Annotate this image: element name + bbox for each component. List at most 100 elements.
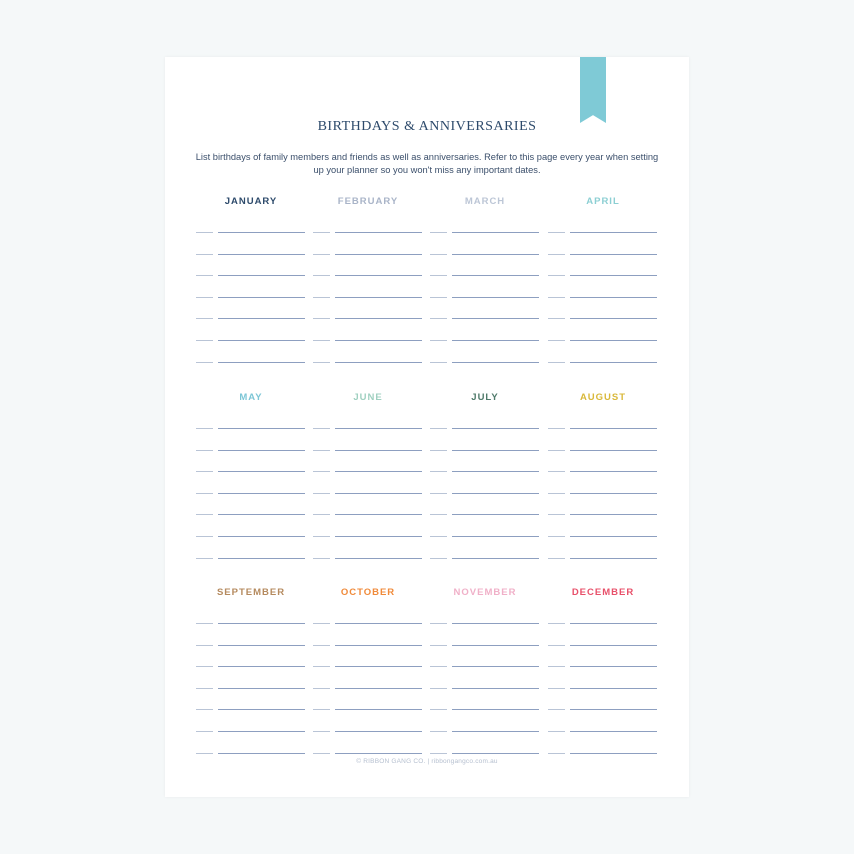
name-entry-line[interactable] <box>570 623 657 624</box>
name-entry-line[interactable] <box>452 709 539 711</box>
name-entry-line[interactable] <box>570 709 657 711</box>
name-entry-line[interactable] <box>218 666 305 668</box>
name-entry-line[interactable] <box>452 514 539 516</box>
name-entry-line[interactable] <box>335 514 422 516</box>
date-entry-line[interactable] <box>196 318 213 320</box>
date-entry-line[interactable] <box>430 449 447 451</box>
name-entry-line[interactable] <box>570 232 657 233</box>
name-entry-line[interactable] <box>218 296 305 298</box>
name-entry-line[interactable] <box>452 449 539 451</box>
date-entry-line[interactable] <box>313 340 330 341</box>
name-entry-line[interactable] <box>570 361 657 363</box>
name-entry-line[interactable] <box>335 296 422 298</box>
date-entry-line[interactable] <box>430 275 447 277</box>
name-entry-line[interactable] <box>335 709 422 711</box>
date-entry-line[interactable] <box>196 471 213 473</box>
name-entry-line[interactable] <box>452 557 539 559</box>
name-entry-line[interactable] <box>218 557 305 559</box>
name-entry-line[interactable] <box>570 731 657 732</box>
date-entry-line[interactable] <box>196 536 213 537</box>
name-entry-line[interactable] <box>452 296 539 298</box>
date-entry-line[interactable] <box>430 471 447 473</box>
date-entry-line[interactable] <box>548 232 565 233</box>
date-entry-line[interactable] <box>313 232 330 233</box>
name-entry-line[interactable] <box>570 471 657 473</box>
name-entry-line[interactable] <box>570 536 657 537</box>
name-entry-line[interactable] <box>218 253 305 255</box>
name-entry-line[interactable] <box>218 492 305 494</box>
name-entry-line[interactable] <box>452 361 539 363</box>
name-entry-line[interactable] <box>570 644 657 646</box>
date-entry-line[interactable] <box>313 687 330 689</box>
date-entry-line[interactable] <box>196 253 213 255</box>
date-entry-line[interactable] <box>313 514 330 516</box>
date-entry-line[interactable] <box>430 623 447 624</box>
name-entry-line[interactable] <box>218 623 305 624</box>
date-entry-line[interactable] <box>196 361 213 363</box>
date-entry-line[interactable] <box>430 514 447 516</box>
name-entry-line[interactable] <box>452 340 539 341</box>
name-entry-line[interactable] <box>335 557 422 559</box>
name-entry-line[interactable] <box>452 428 539 429</box>
date-entry-line[interactable] <box>196 296 213 298</box>
name-entry-line[interactable] <box>218 536 305 537</box>
date-entry-line[interactable] <box>313 318 330 320</box>
name-entry-line[interactable] <box>570 514 657 516</box>
date-entry-line[interactable] <box>430 752 447 754</box>
date-entry-line[interactable] <box>313 361 330 363</box>
date-entry-line[interactable] <box>313 623 330 624</box>
name-entry-line[interactable] <box>570 449 657 451</box>
name-entry-line[interactable] <box>452 536 539 537</box>
date-entry-line[interactable] <box>313 709 330 711</box>
date-entry-line[interactable] <box>548 318 565 320</box>
name-entry-line[interactable] <box>570 666 657 668</box>
name-entry-line[interactable] <box>570 428 657 429</box>
date-entry-line[interactable] <box>196 492 213 494</box>
date-entry-line[interactable] <box>313 492 330 494</box>
date-entry-line[interactable] <box>548 428 565 429</box>
name-entry-line[interactable] <box>218 449 305 451</box>
name-entry-line[interactable] <box>218 731 305 732</box>
date-entry-line[interactable] <box>196 514 213 516</box>
date-entry-line[interactable] <box>430 731 447 732</box>
name-entry-line[interactable] <box>570 557 657 559</box>
date-entry-line[interactable] <box>313 731 330 732</box>
date-entry-line[interactable] <box>548 449 565 451</box>
name-entry-line[interactable] <box>452 644 539 646</box>
date-entry-line[interactable] <box>548 471 565 473</box>
name-entry-line[interactable] <box>452 253 539 255</box>
date-entry-line[interactable] <box>196 275 213 277</box>
date-entry-line[interactable] <box>196 340 213 341</box>
date-entry-line[interactable] <box>430 492 447 494</box>
name-entry-line[interactable] <box>452 666 539 668</box>
date-entry-line[interactable] <box>548 514 565 516</box>
date-entry-line[interactable] <box>430 644 447 646</box>
date-entry-line[interactable] <box>548 296 565 298</box>
date-entry-line[interactable] <box>196 428 213 429</box>
date-entry-line[interactable] <box>548 731 565 732</box>
name-entry-line[interactable] <box>335 536 422 537</box>
date-entry-line[interactable] <box>430 253 447 255</box>
date-entry-line[interactable] <box>548 253 565 255</box>
date-entry-line[interactable] <box>430 232 447 233</box>
date-entry-line[interactable] <box>548 666 565 668</box>
date-entry-line[interactable] <box>430 296 447 298</box>
name-entry-line[interactable] <box>452 275 539 277</box>
date-entry-line[interactable] <box>196 232 213 233</box>
date-entry-line[interactable] <box>548 752 565 754</box>
name-entry-line[interactable] <box>570 296 657 298</box>
name-entry-line[interactable] <box>570 253 657 255</box>
name-entry-line[interactable] <box>335 318 422 320</box>
date-entry-line[interactable] <box>313 666 330 668</box>
date-entry-line[interactable] <box>548 361 565 363</box>
date-entry-line[interactable] <box>430 318 447 320</box>
date-entry-line[interactable] <box>196 752 213 754</box>
name-entry-line[interactable] <box>335 361 422 363</box>
name-entry-line[interactable] <box>335 623 422 624</box>
date-entry-line[interactable] <box>196 731 213 732</box>
date-entry-line[interactable] <box>548 492 565 494</box>
date-entry-line[interactable] <box>313 428 330 429</box>
date-entry-line[interactable] <box>430 687 447 689</box>
date-entry-line[interactable] <box>313 449 330 451</box>
date-entry-line[interactable] <box>548 709 565 711</box>
